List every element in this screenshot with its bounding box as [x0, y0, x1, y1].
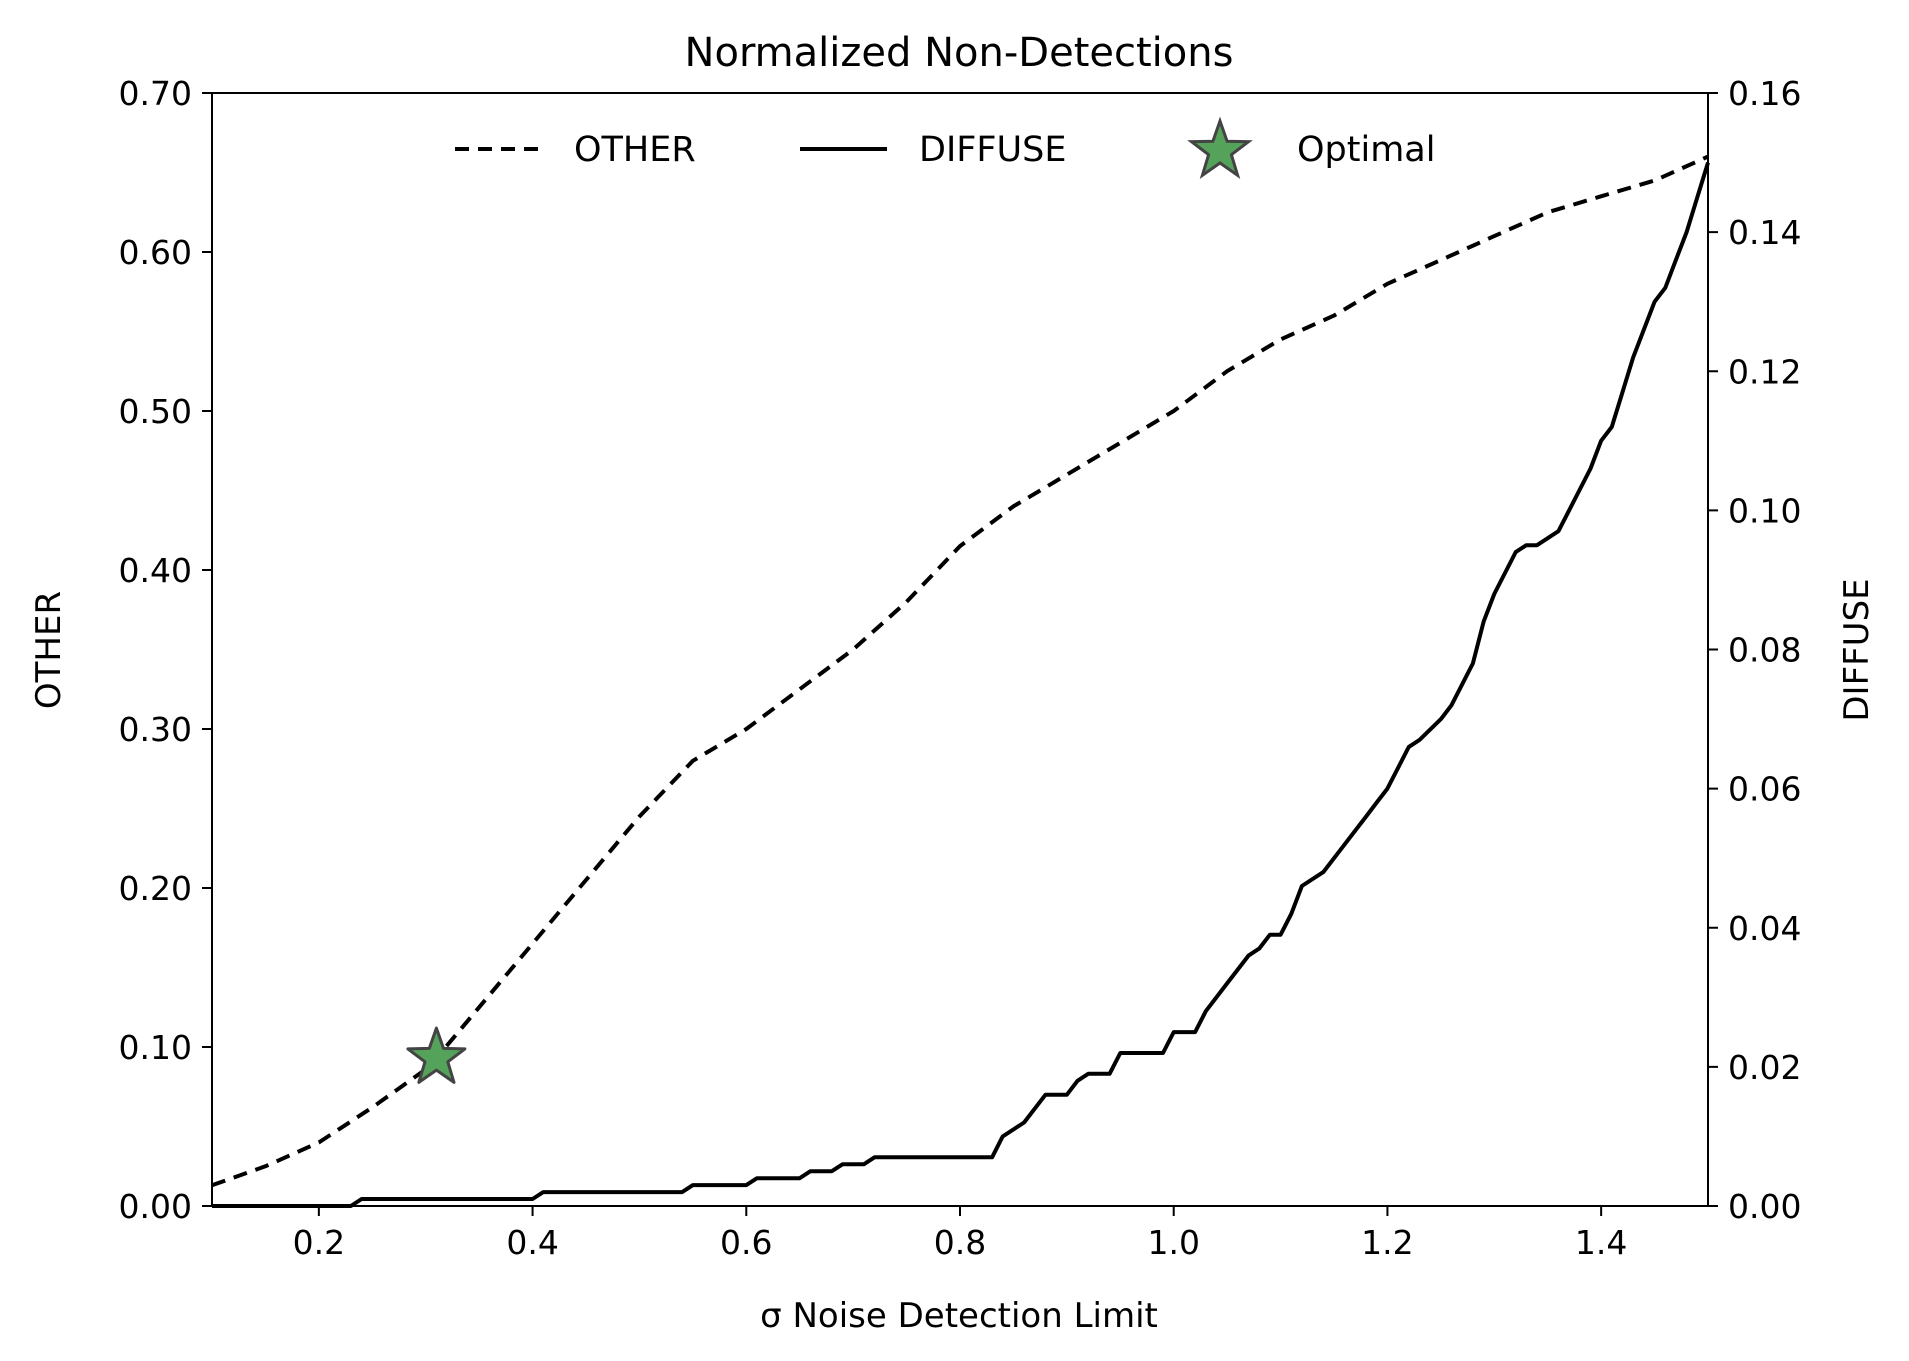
y-left-tick-label: 0.30 [119, 710, 192, 749]
y-right-tick-label: 0.02 [1728, 1048, 1801, 1087]
y-right-tick-label: 0.06 [1728, 770, 1801, 809]
y-right-tick-label: 0.10 [1728, 491, 1801, 530]
y-right-axis-ticks: 0.00 0.02 0.04 0.06 0.08 0.10 0.12 0.14 0.16 [1708, 74, 1801, 1226]
y-left-tick-label: 0.10 [119, 1028, 192, 1067]
chart-title: Normalized Non-Detections [685, 30, 1234, 76]
legend-label-diffuse: DIFFUSE [919, 130, 1067, 170]
y-left-axis-label: OTHER [29, 591, 69, 709]
y-left-axis-ticks: 0.00 0.10 0.20 0.30 0.40 0.50 0.60 0.70 [119, 74, 212, 1226]
legend-label-optimal: Optimal [1297, 130, 1435, 170]
y-right-tick-label: 0.08 [1728, 631, 1801, 670]
x-tick-label: 0.2 [293, 1223, 345, 1262]
y-right-tick-label: 0.12 [1728, 352, 1801, 391]
x-tick-label: 1.0 [1147, 1223, 1199, 1262]
y-left-tick-label: 0.40 [119, 551, 192, 590]
y-left-tick-label: 0.60 [119, 233, 192, 272]
legend-label-other: OTHER [574, 130, 696, 170]
plot-area [211, 154, 1710, 1208]
y-left-tick-label: 0.20 [119, 869, 192, 908]
x-axis-ticks: 0.2 0.4 0.6 0.8 1.0 1.2 1.4 [293, 1206, 1627, 1262]
legend-swatch-optimal-star [1187, 116, 1253, 180]
legend: OTHER DIFFUSE Optimal [455, 116, 1435, 180]
y-right-tick-label: 0.04 [1728, 909, 1801, 948]
x-tick-label: 1.4 [1575, 1223, 1627, 1262]
y-left-tick-label: 0.00 [119, 1187, 192, 1226]
marker-optimal-star [406, 1026, 467, 1084]
y-right-axis-label: DIFFUSE [1837, 578, 1877, 721]
series-line-diffuse [212, 162, 1710, 1208]
y-left-tick-label: 0.70 [119, 74, 192, 113]
x-tick-label: 0.6 [720, 1223, 772, 1262]
x-tick-label: 0.4 [506, 1223, 558, 1262]
y-left-tick-label: 0.50 [119, 392, 192, 431]
y-right-tick-label: 0.14 [1728, 213, 1801, 252]
x-tick-label: 1.2 [1361, 1223, 1413, 1262]
y-right-tick-label: 0.16 [1728, 74, 1801, 113]
x-tick-label: 0.8 [934, 1223, 986, 1262]
y-right-tick-label: 0.00 [1728, 1187, 1801, 1226]
x-axis-label: σ Noise Detection Limit [760, 1296, 1158, 1336]
